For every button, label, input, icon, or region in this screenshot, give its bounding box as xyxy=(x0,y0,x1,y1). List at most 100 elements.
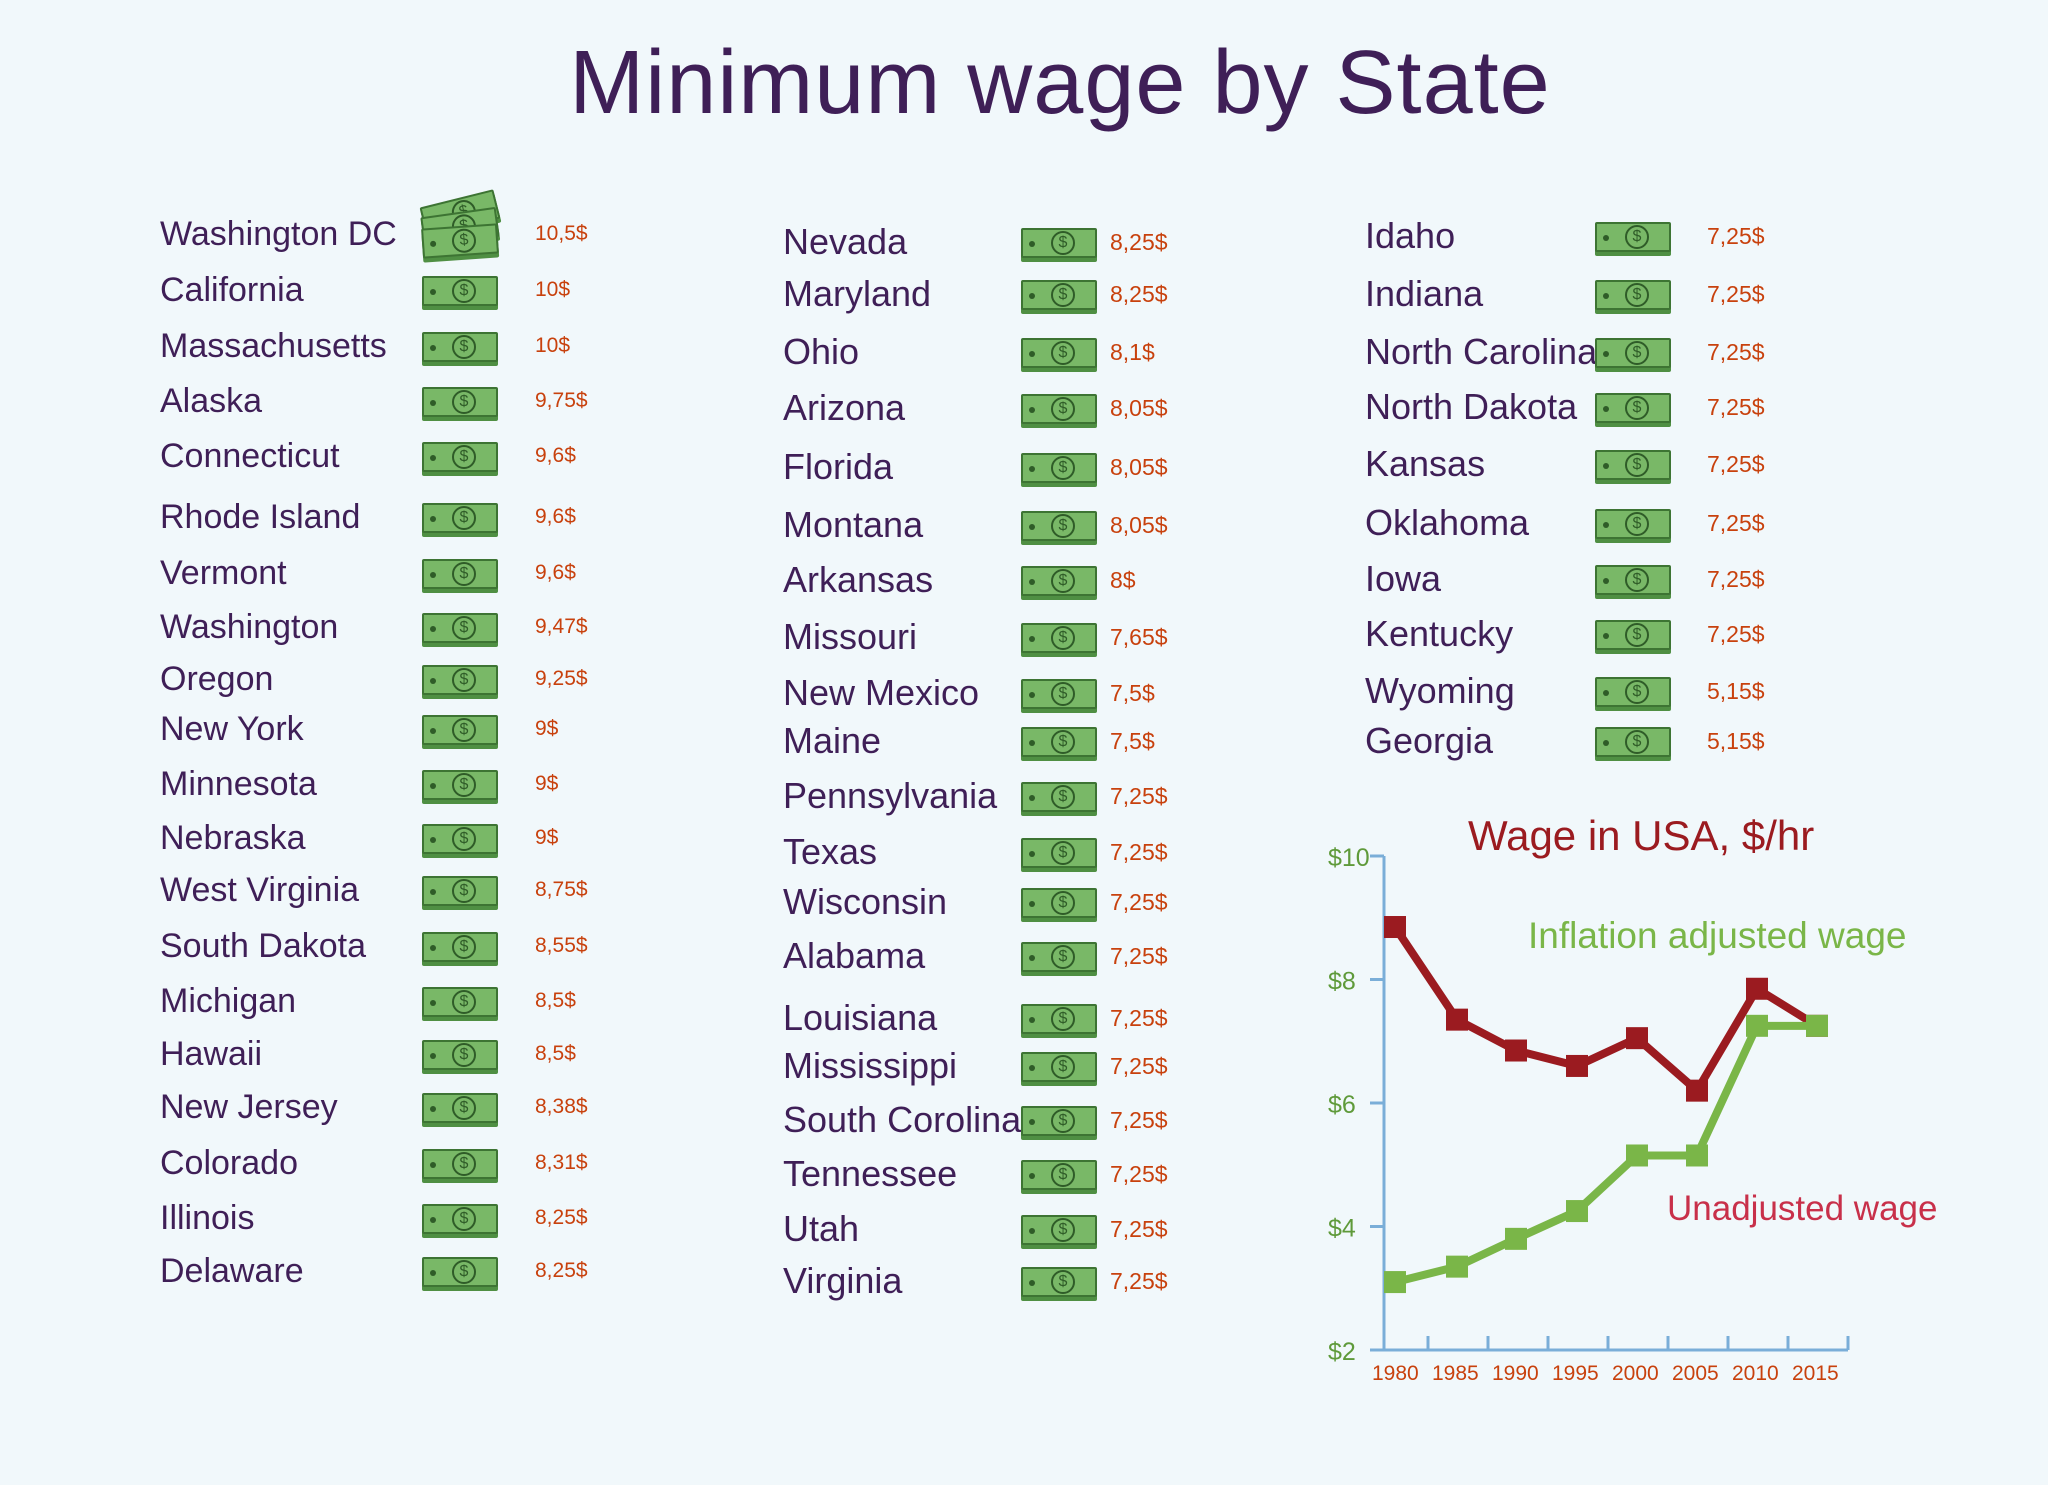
x-tick-label: 2005 xyxy=(1672,1362,1719,1385)
dollar-bill-icon xyxy=(1021,566,1097,596)
dollar-bill-icon xyxy=(422,876,498,906)
dollar-bill-icon xyxy=(1021,338,1097,368)
dollar-bill-icon xyxy=(1021,453,1097,483)
dollar-bill-icon xyxy=(422,1093,498,1123)
wage-value: 7,25$ xyxy=(1707,281,1765,307)
wage-value: 8,25$ xyxy=(1110,281,1168,307)
state-name: Nebraska xyxy=(160,819,306,857)
wage-value: 7,25$ xyxy=(1110,889,1168,915)
state-name: Nevada xyxy=(783,221,908,262)
unadjusted-wage-point xyxy=(1626,1027,1648,1050)
dollar-bill-icon xyxy=(1021,511,1097,541)
state-name: Maine xyxy=(783,720,882,761)
state-name: Montana xyxy=(783,504,924,545)
dollar-bill-icon xyxy=(422,715,498,745)
state-name: Minnesota xyxy=(160,765,317,803)
state-name: Colorado xyxy=(160,1144,298,1182)
wage-value: 5,15$ xyxy=(1707,728,1765,754)
dollar-bill-icon xyxy=(422,1204,498,1234)
x-tick-label: 1980 xyxy=(1372,1362,1419,1385)
wage-value: 9$ xyxy=(535,826,559,849)
wage-value: 8,05$ xyxy=(1110,454,1168,480)
wage-value: 9,6$ xyxy=(535,561,576,584)
dollar-bill-icon xyxy=(1021,623,1097,653)
state-name: Connecticut xyxy=(160,437,340,475)
wage-value: 7,25$ xyxy=(1707,339,1765,365)
wage-value: 10$ xyxy=(535,334,571,357)
state-name: Vermont xyxy=(160,554,287,592)
wage-value: 7,25$ xyxy=(1707,510,1765,536)
state-name: Missouri xyxy=(783,616,918,657)
wage-value: 8,05$ xyxy=(1110,512,1168,538)
wage-value: 8,38$ xyxy=(535,1095,588,1118)
wage-value: 10$ xyxy=(535,278,571,301)
state-name: South Dakota xyxy=(160,927,367,965)
unadjusted-wage-point xyxy=(1446,1008,1468,1031)
y-tick-label: $4 xyxy=(1328,1215,1356,1243)
x-tick-label: 1995 xyxy=(1552,1362,1599,1385)
unadjusted-wage-point xyxy=(1746,977,1768,1000)
inflation-adjusted-wage-point xyxy=(1446,1255,1468,1278)
inflation-adjusted-wage-point xyxy=(1806,1014,1828,1037)
state-name: West Virginia xyxy=(160,871,360,909)
state-name: Massachusetts xyxy=(160,327,387,365)
state-name: Virginia xyxy=(783,1260,903,1301)
wage-value: 8,25$ xyxy=(535,1206,588,1229)
inflation-adjusted-label: Inflation adjusted wage xyxy=(1528,915,1907,956)
dollar-bill-icon xyxy=(1021,838,1097,868)
wage-value: 9,75$ xyxy=(535,389,588,412)
unadjusted-wage-point xyxy=(1505,1039,1527,1062)
dollar-bill-icon xyxy=(422,987,498,1017)
wage-value: 8,31$ xyxy=(535,1151,588,1174)
x-tick-label: 1990 xyxy=(1492,1362,1539,1385)
wage-value: 8,55$ xyxy=(535,934,588,957)
wage-value: 7,25$ xyxy=(1110,1053,1168,1079)
wage-value: 7,25$ xyxy=(1707,394,1765,420)
state-name: Texas xyxy=(783,831,878,872)
wage-value: 7,25$ xyxy=(1110,1216,1168,1242)
wage-value: 9$ xyxy=(535,717,559,740)
wage-value: 8,5$ xyxy=(535,1042,576,1065)
state-name: Florida xyxy=(783,446,894,487)
wage-value: 7,65$ xyxy=(1110,624,1168,650)
dollar-bill-icon xyxy=(1595,677,1671,707)
state-name: Arkansas xyxy=(783,559,934,600)
dollar-bill-icon xyxy=(422,276,498,306)
state-name: Illinois xyxy=(160,1199,255,1237)
chart-plot-area: $2 $4 $6 $8 $10 1980 1985 1990 1995 2000 2005 2010 2… xyxy=(1328,844,1850,1385)
wage-value: 8,25$ xyxy=(535,1259,588,1282)
state-name: New Jersey xyxy=(160,1088,338,1126)
state-name: Pennsylvania xyxy=(783,775,998,816)
dollar-bill-icon xyxy=(422,387,498,417)
unadjusted-label: Unadjusted wage xyxy=(1667,1189,1937,1228)
state-name: Wisconsin xyxy=(783,881,948,922)
dollar-bill-icon xyxy=(422,559,498,589)
state-name: Kansas xyxy=(1365,443,1486,484)
dollar-bill-icon xyxy=(1021,280,1097,310)
y-tick-label: $8 xyxy=(1328,968,1356,996)
x-tick-label: 1985 xyxy=(1432,1362,1479,1385)
dollar-bill-icon xyxy=(1595,620,1671,650)
dollar-bill-icon xyxy=(1021,942,1097,972)
dollar-bill-icon xyxy=(1021,888,1097,918)
wage-value: 5,15$ xyxy=(1707,678,1765,704)
wage-value: 7,5$ xyxy=(1110,680,1155,706)
state-name: Mississippi xyxy=(783,1045,958,1086)
chart-title: Wage in USA, $/hr xyxy=(1468,812,1814,859)
dollar-bill-icon xyxy=(422,665,498,695)
dollar-bill-icon xyxy=(422,332,498,362)
wage-value: 8,5$ xyxy=(535,989,576,1012)
state-name: Louisiana xyxy=(783,997,938,1038)
dollar-bill-icon xyxy=(1595,509,1671,539)
state-name: Kentucky xyxy=(1365,613,1514,654)
dollar-bill-icon xyxy=(1021,1106,1097,1136)
state-name: California xyxy=(160,271,304,309)
state-name: Georgia xyxy=(1365,720,1494,761)
state-name: Maryland xyxy=(783,273,932,314)
state-name: Michigan xyxy=(160,982,297,1020)
wage-value: 7,25$ xyxy=(1110,1107,1168,1133)
state-name: South Corolina xyxy=(783,1099,1022,1140)
state-name: Indiana xyxy=(1365,273,1484,314)
state-name: Idaho xyxy=(1365,215,1456,256)
dollar-bill-icon xyxy=(1595,393,1671,423)
